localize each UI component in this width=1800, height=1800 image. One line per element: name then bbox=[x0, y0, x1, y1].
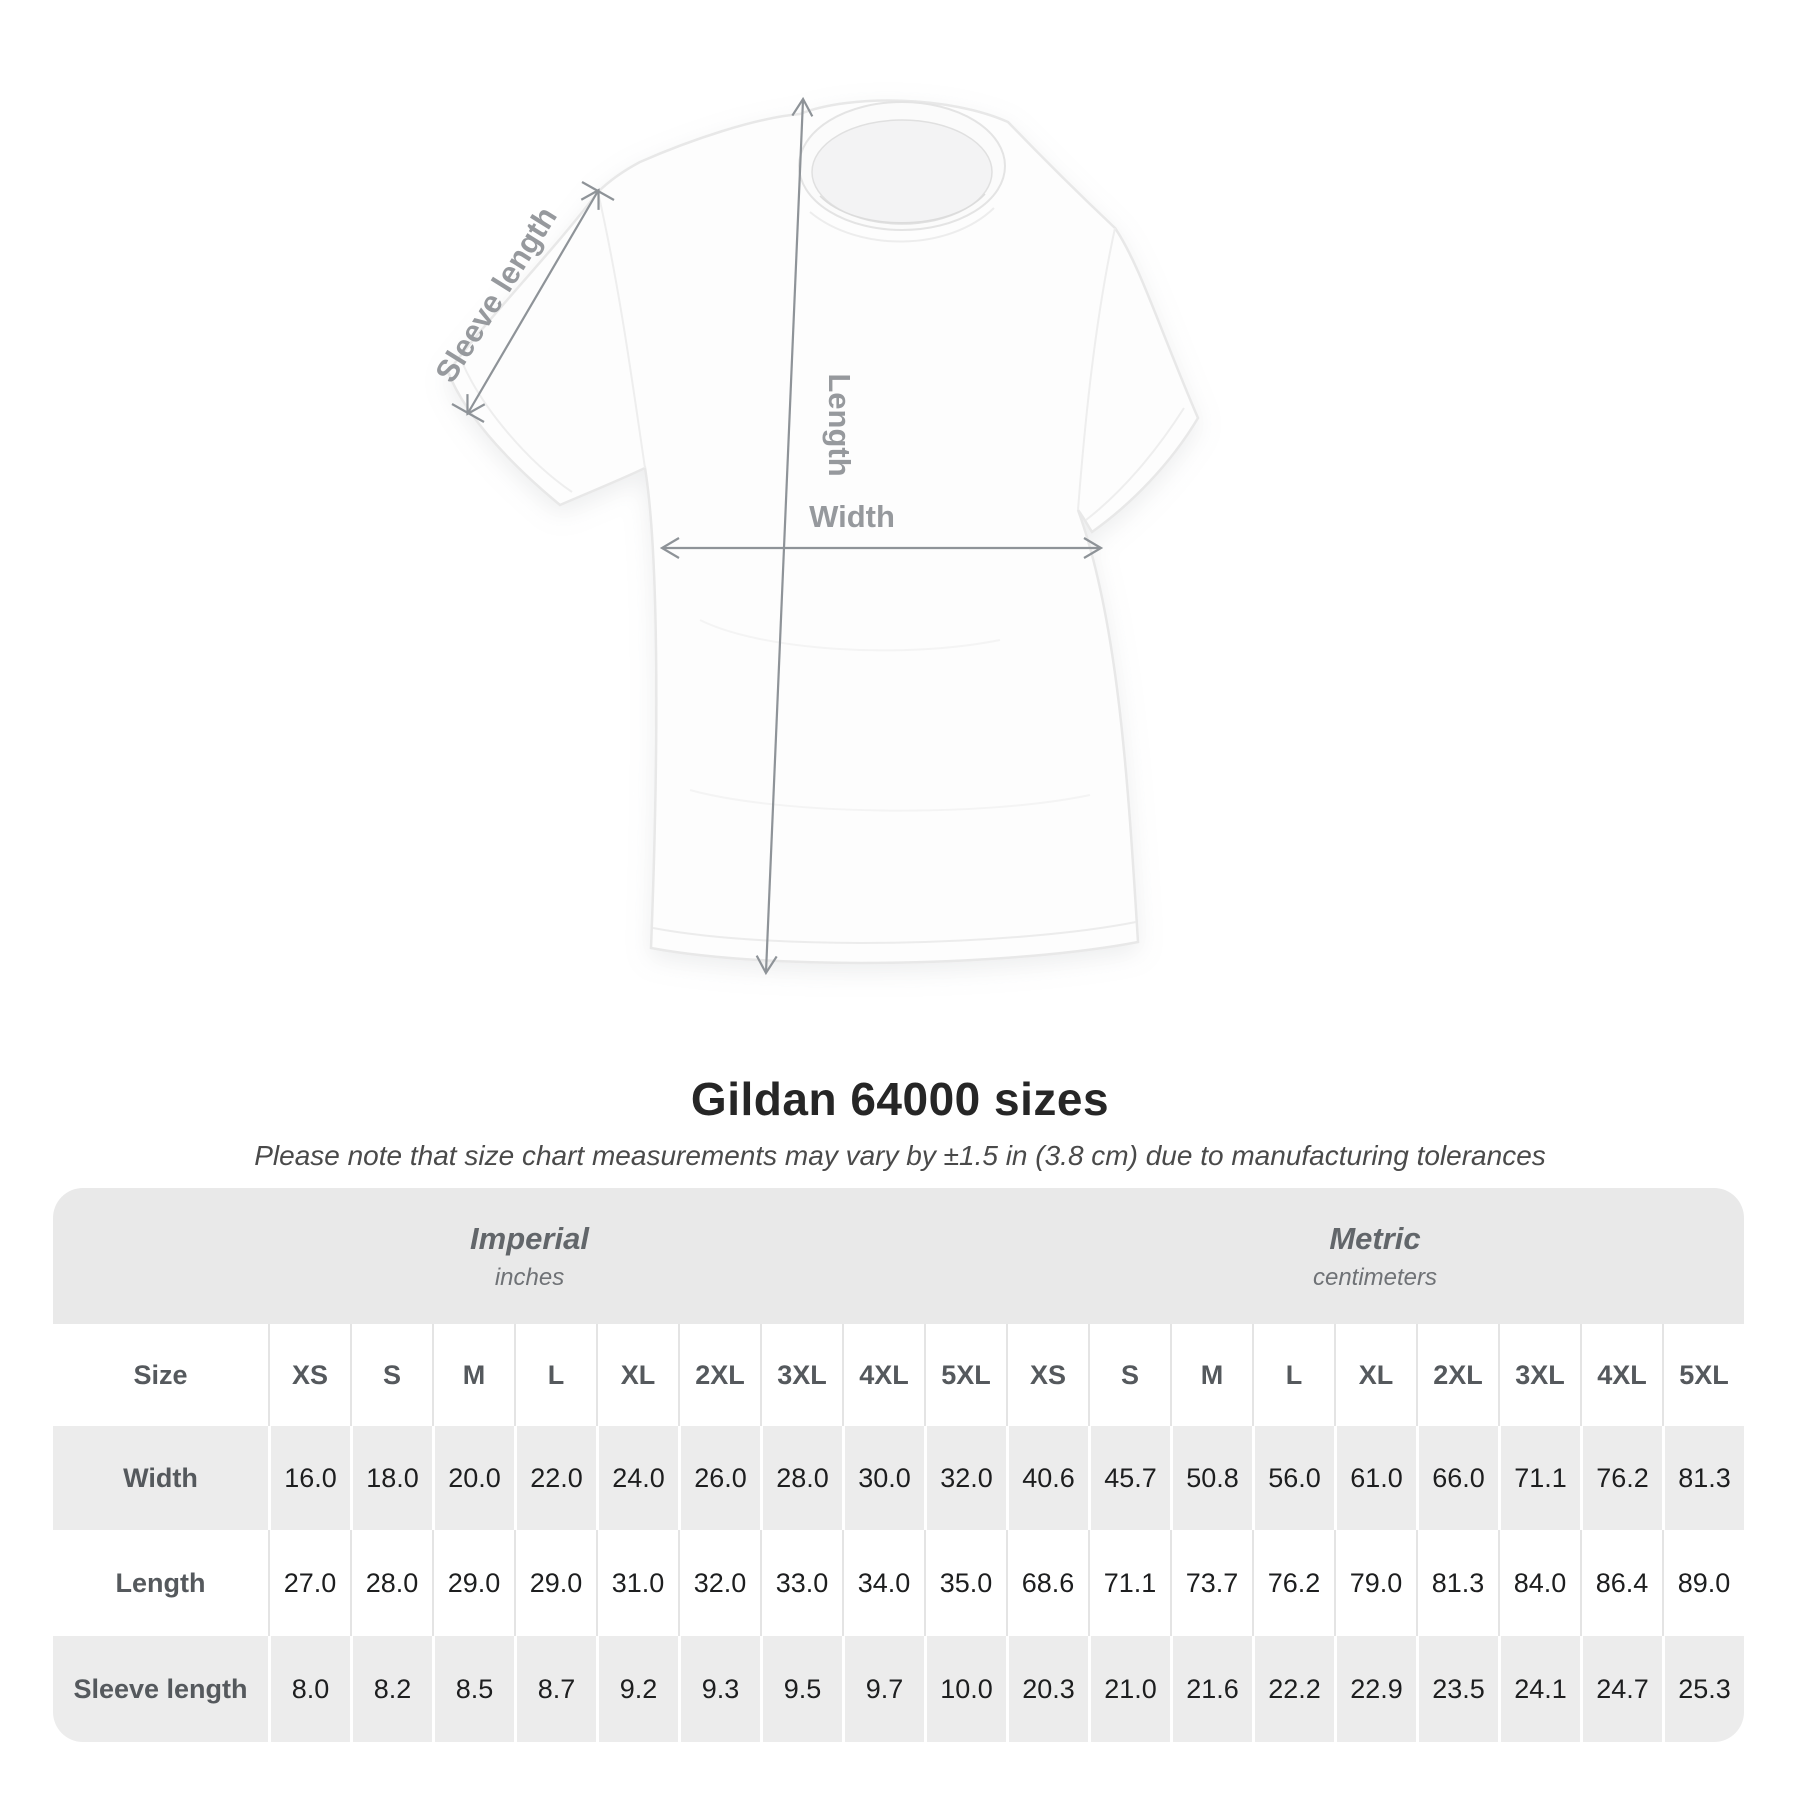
length-value: 84.0 bbox=[1498, 1530, 1580, 1636]
size-col-header: 5XL bbox=[1662, 1324, 1744, 1426]
tolerance-note: Please note that size chart measurements… bbox=[254, 1140, 1546, 1171]
length-value: 73.7 bbox=[1170, 1530, 1252, 1636]
width-value: 26.0 bbox=[678, 1426, 760, 1530]
sleeve-length-row: Sleeve length 8.0 8.2 8.5 8.7 9.2 9.3 9.… bbox=[53, 1636, 1744, 1742]
row-label-sleeve-length: Sleeve length bbox=[73, 1673, 248, 1704]
tshirt-diagram: Sleeve length Length Width bbox=[428, 96, 1200, 976]
size-col-header: XL bbox=[1334, 1324, 1416, 1426]
size-col-header: M bbox=[432, 1324, 514, 1426]
sleeve-value: 25.3 bbox=[1662, 1636, 1744, 1742]
sleeve-value: 22.2 bbox=[1252, 1636, 1334, 1742]
size-col-header: 2XL bbox=[1416, 1324, 1498, 1426]
size-col-header: 2XL bbox=[678, 1324, 760, 1426]
width-value: 76.2 bbox=[1580, 1426, 1662, 1530]
sleeve-value: 9.7 bbox=[842, 1636, 924, 1742]
length-value: 33.0 bbox=[760, 1530, 842, 1636]
size-col-header: XS bbox=[268, 1324, 350, 1426]
width-value: 45.7 bbox=[1088, 1426, 1170, 1530]
length-value: 86.4 bbox=[1580, 1530, 1662, 1636]
size-col-header: XL bbox=[596, 1324, 678, 1426]
width-value: 71.1 bbox=[1498, 1426, 1580, 1530]
size-col-header: S bbox=[1088, 1324, 1170, 1426]
page-title: Gildan 64000 sizes bbox=[690, 1073, 1110, 1125]
width-value: 56.0 bbox=[1252, 1426, 1334, 1530]
width-arrow: Width bbox=[659, 499, 1104, 559]
sleeve-value: 8.0 bbox=[268, 1636, 350, 1742]
sleeve-value: 8.2 bbox=[350, 1636, 432, 1742]
width-value: 50.8 bbox=[1170, 1426, 1252, 1530]
length-value: 79.0 bbox=[1334, 1530, 1416, 1636]
length-arrow: Length bbox=[755, 96, 857, 976]
sleeve-value: 10.0 bbox=[924, 1636, 1006, 1742]
width-value: 18.0 bbox=[350, 1426, 432, 1530]
length-row: Length 27.0 28.0 29.0 29.0 31.0 32.0 33.… bbox=[53, 1530, 1744, 1636]
length-value: 76.2 bbox=[1252, 1530, 1334, 1636]
metric-title: Metric bbox=[1329, 1220, 1421, 1256]
sleeve-value: 24.7 bbox=[1580, 1636, 1662, 1742]
sleeve-value: 9.2 bbox=[596, 1636, 678, 1742]
width-value: 30.0 bbox=[842, 1426, 924, 1530]
width-value: 40.6 bbox=[1006, 1426, 1088, 1530]
length-value: 71.1 bbox=[1088, 1530, 1170, 1636]
size-col-header: L bbox=[1252, 1324, 1334, 1426]
size-col-header: 3XL bbox=[1498, 1324, 1580, 1426]
width-value: 22.0 bbox=[514, 1426, 596, 1530]
length-value: 29.0 bbox=[432, 1530, 514, 1636]
metric-unit: centimeters bbox=[1312, 1263, 1438, 1291]
width-value: 24.0 bbox=[596, 1426, 678, 1530]
length-value: 89.0 bbox=[1662, 1530, 1744, 1636]
tshirt-illustration bbox=[446, 99, 1200, 965]
length-value: 81.3 bbox=[1416, 1530, 1498, 1636]
size-col-header: 4XL bbox=[1580, 1324, 1662, 1426]
length-value: 34.0 bbox=[842, 1530, 924, 1636]
imperial-title: Imperial bbox=[470, 1220, 589, 1256]
sleeve-value: 9.5 bbox=[760, 1636, 842, 1742]
length-value: 35.0 bbox=[924, 1530, 1006, 1636]
size-header-row: Size XS S M L XL 2XL 3XL 4XL 5XL XS S M … bbox=[53, 1324, 1744, 1426]
size-col-header: L bbox=[514, 1324, 596, 1426]
width-value: 61.0 bbox=[1334, 1426, 1416, 1530]
unit-header-band: Imperial inches Metric centimeters bbox=[53, 1188, 1744, 1324]
sleeve-value: 24.1 bbox=[1498, 1636, 1580, 1742]
width-value: 81.3 bbox=[1662, 1426, 1744, 1530]
sleeve-value: 8.5 bbox=[432, 1636, 514, 1742]
size-chart-table: Imperial inches Metric centimeters Size … bbox=[53, 1188, 1744, 1742]
size-col-header: 4XL bbox=[842, 1324, 924, 1426]
size-col-header: XS bbox=[1006, 1324, 1088, 1426]
size-col-header: M bbox=[1170, 1324, 1252, 1426]
length-value: 29.0 bbox=[514, 1530, 596, 1636]
size-header-label: Size bbox=[133, 1359, 188, 1390]
length-value: 27.0 bbox=[268, 1530, 350, 1636]
width-value: 28.0 bbox=[760, 1426, 842, 1530]
imperial-header: Imperial inches bbox=[53, 1188, 1006, 1324]
imperial-unit: inches bbox=[494, 1263, 565, 1291]
sleeve-value: 22.9 bbox=[1334, 1636, 1416, 1742]
row-label-width: Width bbox=[123, 1462, 198, 1493]
width-row: Width 16.0 18.0 20.0 22.0 24.0 26.0 28.0… bbox=[53, 1426, 1744, 1530]
row-label-length: Length bbox=[115, 1567, 206, 1598]
width-label: Width bbox=[809, 499, 895, 534]
sleeve-value: 20.3 bbox=[1006, 1636, 1088, 1742]
sleeve-value: 9.3 bbox=[678, 1636, 760, 1742]
width-value: 20.0 bbox=[432, 1426, 514, 1530]
sleeve-value: 21.0 bbox=[1088, 1636, 1170, 1742]
length-value: 31.0 bbox=[596, 1530, 678, 1636]
size-col-header: 5XL bbox=[924, 1324, 1006, 1426]
length-value: 68.6 bbox=[1006, 1530, 1088, 1636]
length-value: 32.0 bbox=[678, 1530, 760, 1636]
width-value: 66.0 bbox=[1416, 1426, 1498, 1530]
length-label: Length bbox=[822, 373, 857, 476]
size-col-header: S bbox=[350, 1324, 432, 1426]
length-value: 28.0 bbox=[350, 1530, 432, 1636]
width-value: 32.0 bbox=[924, 1426, 1006, 1530]
size-col-header: 3XL bbox=[760, 1324, 842, 1426]
sleeve-value: 23.5 bbox=[1416, 1636, 1498, 1742]
sleeve-value: 21.6 bbox=[1170, 1636, 1252, 1742]
sleeve-value: 8.7 bbox=[514, 1636, 596, 1742]
metric-header: Metric centimeters bbox=[1006, 1188, 1744, 1324]
width-value: 16.0 bbox=[268, 1426, 350, 1530]
